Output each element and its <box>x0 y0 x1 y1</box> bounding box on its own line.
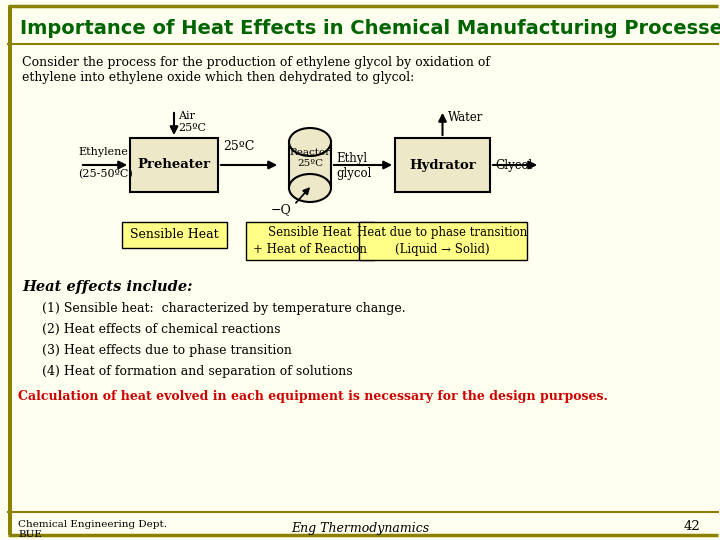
Text: Calculation of heat evolved in each equipment is necessary for the design purpos: Calculation of heat evolved in each equi… <box>18 390 608 403</box>
Ellipse shape <box>289 174 331 202</box>
Text: (4) Heat of formation and separation of solutions: (4) Heat of formation and separation of … <box>42 365 353 378</box>
Text: Consider the process for the production of ethylene glycol by oxidation of: Consider the process for the production … <box>22 56 490 69</box>
Bar <box>395 138 490 192</box>
Bar <box>359 222 526 260</box>
Text: Heat effects include:: Heat effects include: <box>22 280 192 294</box>
Text: (2) Heat effects of chemical reactions: (2) Heat effects of chemical reactions <box>42 323 281 336</box>
Text: Ethylene: Ethylene <box>78 147 128 157</box>
Text: Sensible Heat
+ Heat of Reaction: Sensible Heat + Heat of Reaction <box>253 226 367 256</box>
Text: Reactor
25ºC: Reactor 25ºC <box>289 148 330 168</box>
Text: Preheater: Preheater <box>138 159 210 172</box>
Text: (1) Sensible heat:  characterized by temperature change.: (1) Sensible heat: characterized by temp… <box>42 302 405 315</box>
Text: (25-50ºC): (25-50ºC) <box>78 169 132 179</box>
Text: Hydrator: Hydrator <box>409 159 476 172</box>
Text: Importance of Heat Effects in Chemical Manufacturing Processes: Importance of Heat Effects in Chemical M… <box>20 18 720 37</box>
Bar <box>122 222 227 248</box>
Ellipse shape <box>289 128 331 156</box>
Text: Heat due to phase transition
(Liquid → Solid): Heat due to phase transition (Liquid → S… <box>357 226 528 256</box>
Bar <box>130 138 218 192</box>
Text: Water: Water <box>448 111 483 124</box>
Text: ethylene into ethylene oxide which then dehydrated to glycol:: ethylene into ethylene oxide which then … <box>22 71 414 84</box>
Text: Air
25ºC: Air 25ºC <box>178 111 206 133</box>
Text: 25ºC: 25ºC <box>223 140 255 153</box>
Text: 42: 42 <box>683 520 700 533</box>
Bar <box>289 142 331 188</box>
Text: Glycol: Glycol <box>495 159 532 172</box>
Text: (3) Heat effects due to phase transition: (3) Heat effects due to phase transition <box>42 344 292 357</box>
Text: Sensible Heat: Sensible Heat <box>130 228 218 241</box>
Text: Ethyl
glycol: Ethyl glycol <box>336 152 372 180</box>
Text: Eng Thermodynamics: Eng Thermodynamics <box>291 522 429 535</box>
Bar <box>8 6 12 535</box>
Bar <box>246 222 374 260</box>
Text: Chemical Engineering Dept.: Chemical Engineering Dept. <box>18 520 167 529</box>
Text: BUE: BUE <box>18 530 42 539</box>
Text: −Q: −Q <box>271 203 292 216</box>
